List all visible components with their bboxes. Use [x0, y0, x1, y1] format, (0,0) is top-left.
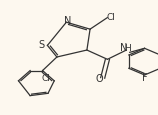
Text: H: H: [124, 43, 131, 52]
Text: F: F: [142, 73, 147, 83]
Text: N: N: [64, 16, 72, 26]
Text: O: O: [96, 73, 103, 83]
Text: S: S: [39, 40, 45, 50]
Text: N: N: [120, 43, 128, 53]
Text: Cl: Cl: [107, 13, 116, 22]
Text: Cl: Cl: [41, 73, 50, 82]
